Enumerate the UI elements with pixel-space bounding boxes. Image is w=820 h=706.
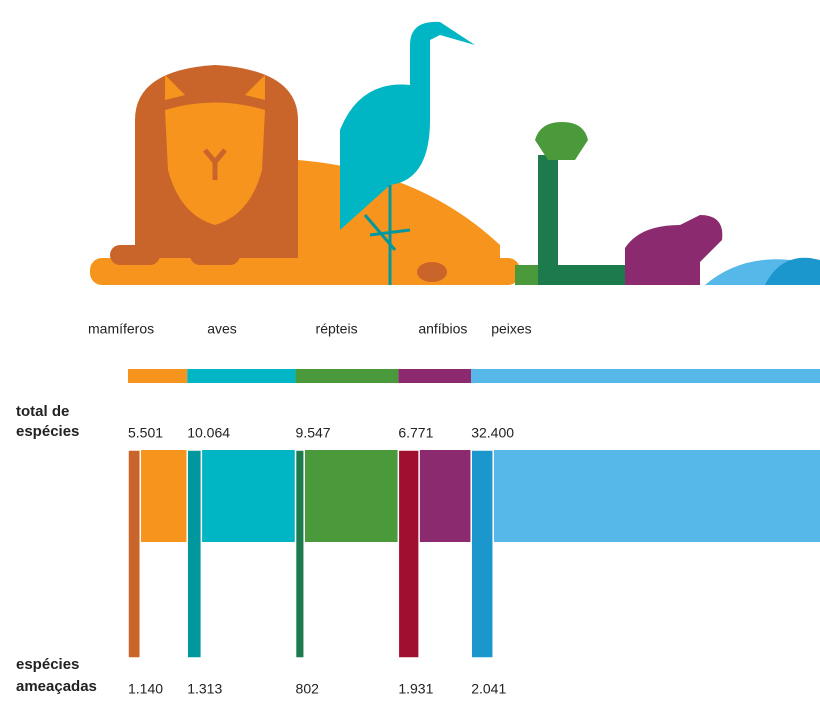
total-value: 6.771 — [398, 425, 433, 441]
legend-label: répteis — [316, 321, 358, 337]
total-value: 9.547 — [296, 425, 331, 441]
threatened-bar — [398, 450, 419, 658]
animal-illustration — [90, 22, 820, 285]
legend-label: mamíferos — [88, 321, 154, 337]
frog — [625, 215, 722, 285]
category-strip — [187, 369, 295, 383]
legend-label: peixes — [491, 321, 531, 337]
lion-paw — [110, 245, 160, 265]
threatened-value: 2.041 — [471, 681, 506, 697]
snake-head — [535, 122, 588, 160]
threatened-bar — [296, 450, 305, 658]
row-label: ameaçadas — [16, 678, 97, 695]
row-label: espécies — [16, 656, 79, 673]
total-value: 10.064 — [187, 425, 230, 441]
legend-label: aves — [207, 321, 237, 337]
row-label: espécies — [16, 423, 79, 440]
total-value: 32.400 — [471, 425, 514, 441]
infographic: total de espécies espécies ameaçadas mamífer… — [0, 0, 820, 706]
total-value: 5.501 — [128, 425, 163, 441]
snake-body — [548, 155, 630, 275]
category-strip — [128, 369, 187, 383]
row-label: total de — [16, 403, 69, 420]
lion-paw — [190, 245, 240, 265]
threatened-value: 1.931 — [398, 681, 433, 697]
total-bar — [296, 450, 399, 542]
total-bar — [471, 450, 820, 542]
threatened-bar — [128, 450, 140, 658]
legend-label: anfíbios — [418, 321, 467, 337]
threatened-bar — [187, 450, 201, 658]
category-strip — [471, 369, 820, 383]
category-strip — [296, 369, 399, 383]
threatened-bar — [471, 450, 493, 658]
category-strip — [398, 369, 471, 383]
threatened-value: 1.313 — [187, 681, 222, 697]
total-bar — [187, 450, 295, 542]
threatened-value: 802 — [296, 681, 320, 697]
threatened-value: 1.140 — [128, 681, 163, 697]
lion-tail — [417, 262, 447, 282]
